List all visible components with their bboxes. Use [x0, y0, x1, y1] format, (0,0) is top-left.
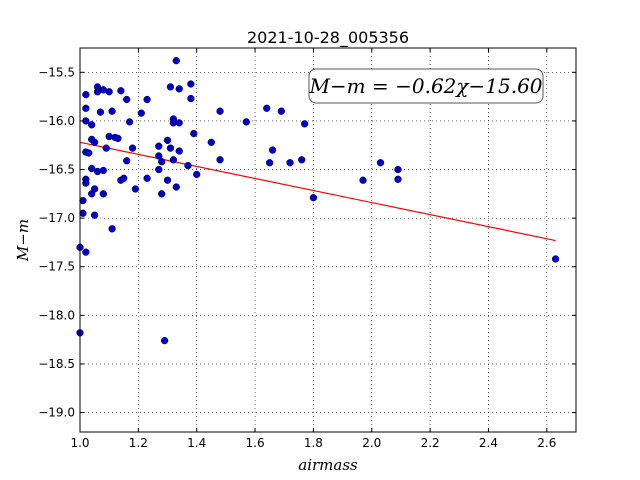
- x-tick-label: 2.2: [421, 436, 440, 450]
- x-axis-label: airmass: [298, 456, 358, 474]
- x-tick-label: 1.8: [304, 436, 323, 450]
- data-point: [90, 211, 99, 219]
- data-point: [90, 138, 99, 146]
- grid: [79, 48, 576, 432]
- plot-frame: [79, 47, 577, 433]
- data-point: [207, 138, 215, 146]
- data-point: [190, 129, 198, 138]
- data-point: [143, 95, 151, 104]
- data-point: [265, 159, 274, 167]
- x-axis-ticks: 1.0 1.2 1.4 1.6 1.8 2.0 2.2 2.4 2.6: [70, 48, 556, 450]
- x-tick-label: 2.6: [537, 436, 556, 450]
- data-point: [158, 158, 166, 166]
- data-point: [160, 336, 169, 345]
- y-tick-label: −16.0: [38, 114, 75, 128]
- data-point: [114, 134, 122, 143]
- data-point: [184, 161, 192, 170]
- data-point: [169, 156, 178, 164]
- y-tick-label: −16.5: [38, 163, 75, 177]
- data-point: [163, 176, 172, 184]
- data-point: [301, 120, 309, 128]
- data-point: [193, 170, 201, 179]
- data-point: [128, 144, 137, 152]
- y-tick-label: −18.0: [38, 308, 75, 322]
- data-point: [131, 185, 140, 193]
- x-tick-label: 1.6: [246, 436, 265, 450]
- data-point: [394, 165, 402, 174]
- x-tick-label: 1.4: [187, 436, 206, 450]
- data-point: [90, 185, 99, 193]
- y-tick-label: −18.5: [38, 357, 75, 371]
- data-point: [242, 118, 250, 126]
- data-point: [82, 104, 90, 112]
- data-point: [108, 225, 116, 233]
- data-point: [172, 183, 180, 191]
- data-point: [105, 88, 113, 96]
- y-axis-label: M−m: [14, 219, 32, 262]
- data-point: [143, 174, 151, 182]
- data-point: [125, 118, 134, 126]
- data-point: [120, 174, 128, 182]
- data-point: [298, 156, 306, 164]
- data-point: [175, 147, 183, 155]
- data-point: [175, 119, 183, 127]
- x-tick-label: 2.4: [479, 436, 498, 450]
- data-point: [123, 157, 131, 165]
- annotation-frame: [308, 68, 544, 104]
- data-point: [166, 144, 175, 152]
- y-tick-label: −15.5: [38, 65, 75, 79]
- data-point: [187, 80, 195, 88]
- data-point: [123, 95, 131, 104]
- data-point: [82, 91, 90, 99]
- data-point: [108, 107, 116, 115]
- data-point: [286, 159, 294, 167]
- data-point: [155, 142, 163, 150]
- data-point: [155, 165, 163, 174]
- data-point: [88, 121, 96, 129]
- data-point: [163, 136, 172, 145]
- data-point: [394, 175, 402, 183]
- y-tick-label: −17.0: [38, 211, 75, 225]
- data-point: [376, 159, 385, 167]
- data-point: [79, 209, 87, 217]
- data-point: [85, 149, 93, 157]
- data-point: [79, 196, 87, 205]
- data-point: [166, 83, 175, 91]
- y-tick-label: −17.5: [38, 260, 75, 274]
- annotation-box: M−m = −0.62χ−15.60: [308, 68, 544, 104]
- data-point: [175, 85, 183, 93]
- data-point: [158, 190, 166, 198]
- data-point: [99, 166, 107, 175]
- y-tick-label: −19.0: [38, 406, 75, 420]
- data-point: [155, 152, 163, 160]
- data-point: [117, 87, 125, 95]
- data-point: [551, 255, 560, 263]
- data-point: [96, 108, 105, 116]
- data-point: [137, 109, 145, 117]
- data-point: [309, 194, 318, 202]
- data-point: [263, 104, 271, 112]
- data-points: [76, 56, 560, 345]
- data-point: [359, 176, 367, 184]
- x-tick-label: 1.0: [70, 436, 89, 450]
- data-point: [268, 146, 277, 154]
- y-axis-ticks: −15.5 −16.0 −16.5 −17.0 −17.5 −18.0 −18.5 −19.0: [38, 65, 576, 420]
- data-point: [102, 144, 110, 152]
- data-point: [88, 164, 96, 173]
- data-point: [216, 107, 224, 115]
- fit-equation: M−m = −0.62χ−15.60: [308, 74, 542, 98]
- data-point: [82, 248, 90, 256]
- data-point: [172, 56, 180, 65]
- data-point: [216, 156, 224, 164]
- data-point: [99, 190, 107, 198]
- x-tick-label: 1.2: [129, 436, 148, 450]
- data-point: [187, 94, 195, 103]
- data-point: [277, 107, 285, 115]
- data-point: [82, 179, 90, 187]
- x-tick-label: 2.0: [362, 436, 381, 450]
- chart-title: 2021-10-28_005356: [247, 28, 409, 48]
